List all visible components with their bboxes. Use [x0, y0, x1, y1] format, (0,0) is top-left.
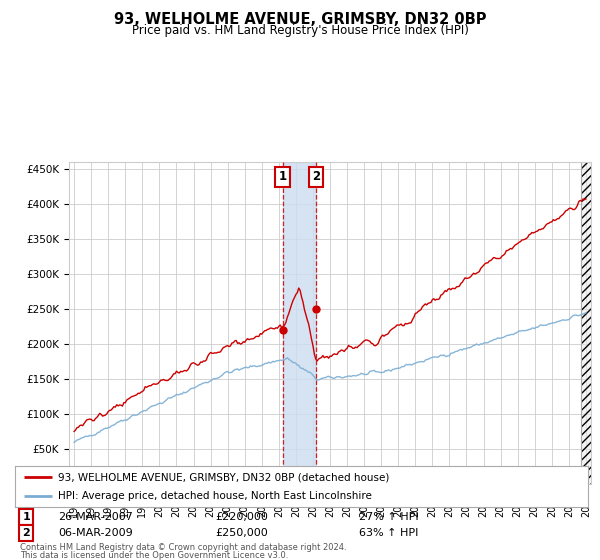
- Bar: [283, 162, 316, 484]
- Text: Contains HM Land Registry data © Crown copyright and database right 2024.: Contains HM Land Registry data © Crown c…: [20, 543, 346, 552]
- Text: 26-MAR-2007: 26-MAR-2007: [58, 512, 133, 522]
- Text: This data is licensed under the Open Government Licence v3.0.: This data is licensed under the Open Gov…: [20, 552, 288, 560]
- Text: £250,000: £250,000: [215, 528, 268, 538]
- Text: 27% ↑ HPI: 27% ↑ HPI: [359, 512, 418, 522]
- Text: Price paid vs. HM Land Registry's House Price Index (HPI): Price paid vs. HM Land Registry's House …: [131, 24, 469, 37]
- Text: 06-MAR-2009: 06-MAR-2009: [58, 528, 133, 538]
- Text: HPI: Average price, detached house, North East Lincolnshire: HPI: Average price, detached house, Nort…: [58, 491, 372, 501]
- Text: 1: 1: [23, 512, 31, 522]
- Text: 2: 2: [312, 170, 320, 183]
- Text: £220,000: £220,000: [215, 512, 268, 522]
- Text: 63% ↑ HPI: 63% ↑ HPI: [359, 528, 418, 538]
- Text: 93, WELHOLME AVENUE, GRIMSBY, DN32 0BP (detached house): 93, WELHOLME AVENUE, GRIMSBY, DN32 0BP (…: [58, 473, 389, 482]
- Text: 1: 1: [278, 170, 287, 183]
- Text: 2: 2: [23, 528, 31, 538]
- Text: 93, WELHOLME AVENUE, GRIMSBY, DN32 0BP: 93, WELHOLME AVENUE, GRIMSBY, DN32 0BP: [114, 12, 486, 27]
- Bar: [581, 162, 591, 484]
